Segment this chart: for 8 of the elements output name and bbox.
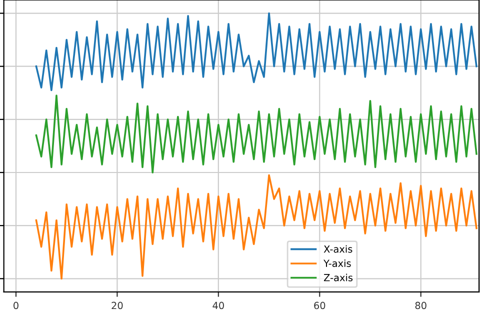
x-tick-label: 0 <box>14 302 18 310</box>
legend-label: Y-axis <box>324 259 351 268</box>
x-tick-label: 20 <box>112 302 123 310</box>
x-tick-label: 40 <box>212 302 224 310</box>
legend-label: Z-axis <box>324 274 353 282</box>
x-tick-label: 80 <box>415 302 426 310</box>
x-tick-label: 60 <box>314 302 326 310</box>
legend-label: X-axis <box>324 245 352 253</box>
